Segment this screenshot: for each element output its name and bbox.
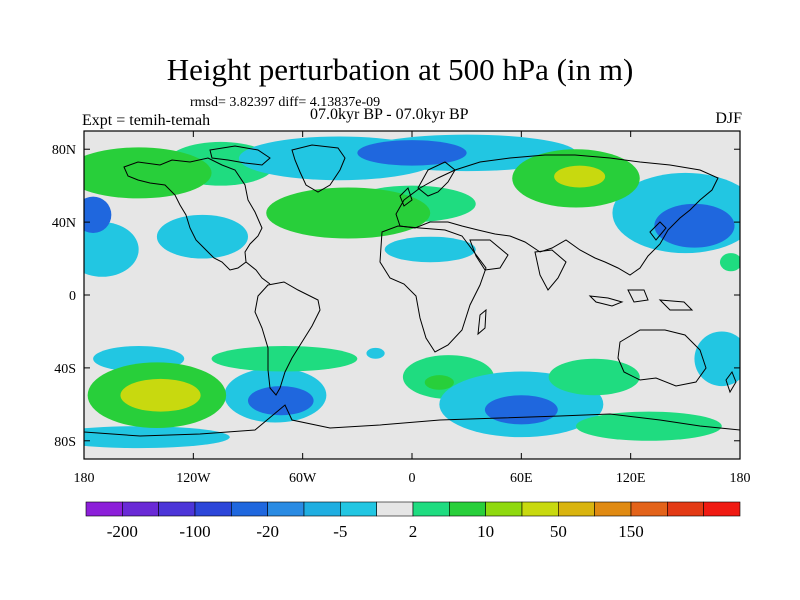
colorbar-swatch — [703, 501, 741, 517]
x-tick-label: 0 — [409, 471, 416, 486]
contour-region — [554, 165, 606, 188]
colorbar-label: -200 — [107, 522, 138, 541]
colorbar-swatch — [558, 501, 595, 517]
colorbar-swatch — [412, 501, 450, 517]
contour-region — [84, 196, 112, 234]
colorbar-swatch — [449, 501, 486, 517]
colorbar-label: -20 — [256, 522, 279, 541]
contour-region — [484, 395, 558, 425]
colorbar: -200 -100 -20 -5 2 10 50 150 — [85, 501, 741, 541]
colorbar-swatch — [122, 501, 159, 517]
y-tick-label: 80N — [52, 143, 76, 158]
y-tick-label: 80S — [54, 435, 76, 450]
x-tick-label: 180 — [74, 471, 95, 486]
colorbar-swatch — [267, 501, 305, 517]
contour-region — [719, 253, 740, 272]
contour-region — [424, 375, 454, 390]
height-field-contours — [84, 134, 740, 449]
colorbar-label: 10 — [477, 522, 494, 541]
coastlines — [84, 144, 740, 437]
colorbar-swatch — [194, 501, 232, 517]
colorbar-swatch — [376, 501, 414, 517]
contour-region — [366, 347, 385, 359]
x-tick-label: 180 — [730, 471, 751, 486]
contour-region — [266, 187, 431, 239]
contour-region — [694, 331, 740, 387]
stats-line: rmsd= 3.82397 diff= 4.13837e-09 — [190, 95, 381, 110]
y-tick-label: 40S — [54, 362, 76, 377]
colorbar-swatch — [158, 501, 196, 517]
y-tick-label: 0 — [69, 289, 76, 304]
contour-region — [156, 214, 248, 259]
contour-region — [211, 346, 358, 372]
contour-region — [84, 222, 139, 277]
x-tick-label: 60E — [510, 471, 533, 486]
latitude-axis: 80N 40N 0 40S 80S — [52, 143, 740, 450]
colorbar-label: -100 — [179, 522, 210, 541]
contour-region — [84, 426, 230, 449]
colorbar-swatch — [85, 501, 123, 517]
colorbar-swatch — [340, 501, 377, 517]
x-tick-label: 120W — [176, 471, 211, 486]
plot-subtitle: 07.0kyr BP - 07.0kyr BP — [310, 106, 469, 123]
contour-region — [247, 386, 314, 416]
colorbar-swatch — [667, 501, 704, 517]
contour-region — [548, 358, 640, 396]
contour-region — [120, 378, 201, 412]
colorbar-swatch — [231, 501, 268, 517]
colorbar-label: 150 — [618, 522, 644, 541]
longitude-axis: 180 120W 60W 0 60E 120E 180 — [74, 131, 751, 486]
contour-region — [84, 147, 212, 199]
colorbar-swatch — [521, 501, 559, 517]
contour-region — [357, 140, 467, 166]
season-label: DJF — [715, 110, 742, 127]
colorbar-label: 2 — [409, 522, 418, 541]
contour-region — [384, 236, 476, 263]
colorbar-swatch — [594, 501, 632, 517]
colorbar-swatch — [485, 501, 523, 517]
colorbar-swatch — [303, 501, 341, 517]
plot-title: Height perturbation at 500 hPa (in m) — [166, 52, 634, 87]
colorbar-label: -5 — [333, 522, 347, 541]
colorbar-swatch — [630, 501, 668, 517]
x-tick-label: 120E — [616, 471, 646, 486]
experiment-label: Expt = temih-temah — [82, 112, 211, 129]
y-tick-label: 40N — [52, 216, 76, 231]
x-tick-label: 60W — [289, 471, 317, 486]
contour-region — [654, 203, 735, 248]
contour-region — [576, 411, 722, 441]
colorbar-label: 50 — [550, 522, 567, 541]
